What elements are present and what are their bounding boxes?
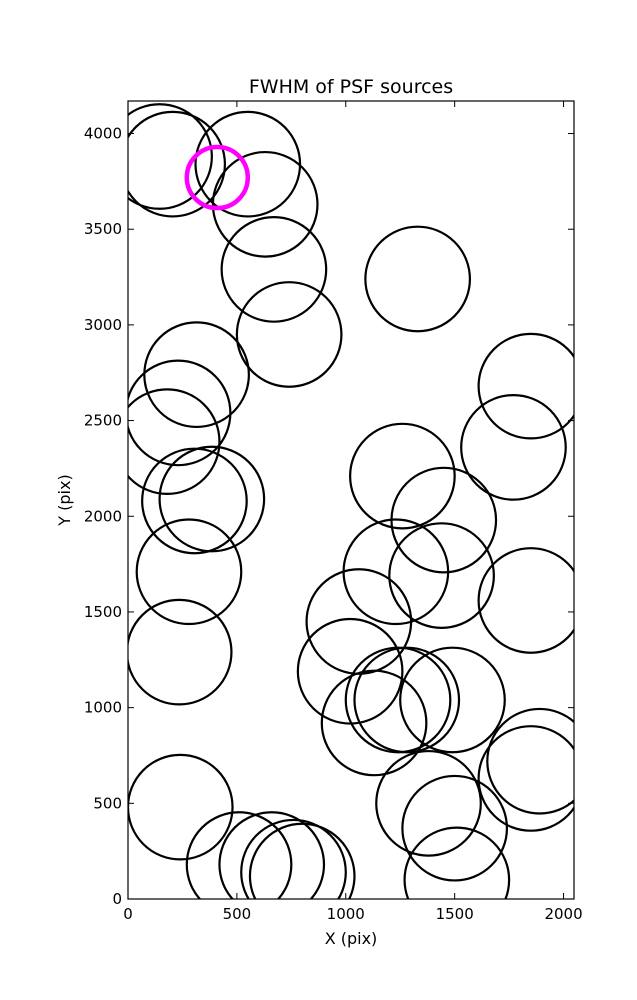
source-circle [375, 749, 482, 857]
y-tick-label: 0 [112, 890, 122, 908]
source-circle [399, 646, 506, 754]
y-tick-label: 4000 [84, 125, 122, 143]
y-axis-label: Y (pix) [55, 474, 74, 526]
chart-title: FWHM of PSF sources [249, 76, 453, 98]
y-tick-label: 3000 [84, 316, 122, 334]
source-circle [477, 332, 574, 440]
x-tick-label: 0 [123, 905, 133, 923]
highlight-circle [184, 144, 251, 211]
x-tick-label: 1000 [327, 905, 365, 923]
source-circle [477, 547, 574, 654]
source-circle [185, 811, 293, 899]
source-circle [353, 646, 461, 754]
source-circle [128, 388, 221, 495]
source-circle [211, 150, 319, 258]
x-tick-label: 500 [223, 905, 252, 923]
y-tick-label: 2000 [84, 507, 122, 525]
source-circle [128, 598, 233, 706]
source-circle [135, 518, 243, 626]
source-circle [460, 394, 567, 501]
y-tick-label: 1500 [84, 603, 122, 621]
source-circle [388, 522, 495, 629]
source-circle [143, 321, 250, 429]
source-circle [403, 826, 511, 899]
source-circle [486, 707, 574, 815]
source-circle [128, 359, 232, 467]
source-circle [141, 447, 248, 555]
y-tick-label: 3500 [84, 220, 122, 238]
source-circle [128, 103, 213, 210]
x-axis-label: X (pix) [325, 929, 378, 948]
plot-frame [127, 100, 575, 900]
source-circle [240, 818, 347, 899]
x-tick-label: 1500 [436, 905, 474, 923]
source-circle [218, 811, 326, 899]
source-circle [128, 110, 226, 218]
source-circle [364, 225, 472, 333]
source-circle [248, 822, 356, 899]
source-circle [349, 422, 456, 530]
x-tick-label: 2000 [544, 905, 582, 923]
source-circle [128, 753, 234, 861]
source-circle [320, 669, 428, 777]
source-circle [296, 617, 404, 725]
axis-ticks: 0 500 1000 1500 2000 0 500 1000 1500 2000 2500 3000… [84, 101, 583, 923]
source-circle [401, 774, 509, 882]
source-circle [235, 281, 343, 388]
y-tick-label: 500 [93, 794, 122, 812]
source-circle [220, 216, 328, 323]
source-circle [477, 725, 574, 832]
y-tick-label: 1000 [84, 699, 122, 717]
y-tick-label: 2500 [84, 412, 122, 430]
plot-marks [128, 103, 574, 899]
